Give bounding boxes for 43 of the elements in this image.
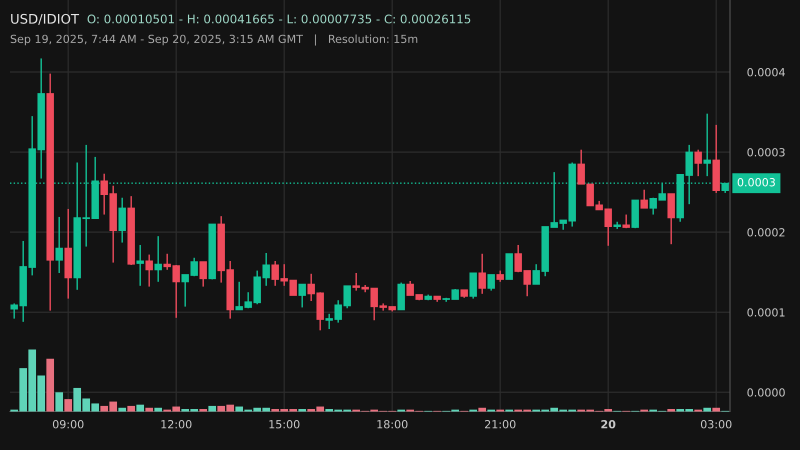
x-tick-label: 20 xyxy=(601,420,616,428)
bar xyxy=(64,399,72,412)
ref-line-label: 0.0003 xyxy=(738,178,775,186)
candlestick xyxy=(640,189,648,209)
bar xyxy=(208,406,216,412)
bar xyxy=(55,392,64,412)
candlestick xyxy=(136,244,144,287)
x-tick-label: 15:00 xyxy=(269,420,300,428)
candlestick xyxy=(154,235,162,282)
bar xyxy=(703,408,712,412)
candlestick xyxy=(118,197,126,244)
x-tick-label: 12:00 xyxy=(161,420,192,428)
candlestick xyxy=(703,112,711,177)
candlestick xyxy=(694,149,702,177)
y-tick-label: 0.0004 xyxy=(747,68,785,76)
candlestick xyxy=(199,261,207,288)
bar xyxy=(478,408,486,412)
candlestick xyxy=(478,253,486,295)
candlestick xyxy=(55,216,63,274)
candlestick xyxy=(622,214,630,229)
bar xyxy=(127,406,136,412)
text: Sep 19, 2025, 7:44 AM - Sep 20, 2025, 3:15 AM GMT | Resolution: 15m xyxy=(10,34,418,46)
x-tick-label: 03:00 xyxy=(700,420,732,428)
y-tick-label: 0.0000 xyxy=(747,388,785,397)
candlestick xyxy=(496,270,504,282)
bar xyxy=(154,408,162,412)
x-tick-label: 09:00 xyxy=(52,420,84,428)
y-tick-label: 0.0002 xyxy=(747,228,784,237)
bar xyxy=(712,408,720,412)
candlestick xyxy=(145,254,153,288)
y-tick-label: 0.0001 xyxy=(747,308,785,317)
annotation: O: 0.00010501 - H: 0.00041665 - L: 0.00007735 - C: 0.00026115 xyxy=(88,14,470,24)
text: USD/IDIOT xyxy=(11,14,80,25)
y-tick-label: 0.0003 xyxy=(747,148,785,156)
candlestick xyxy=(298,284,306,308)
x-tick-label: 18:00 xyxy=(377,420,408,428)
bar xyxy=(46,358,54,412)
candlestick xyxy=(469,272,477,300)
bar xyxy=(118,408,126,412)
bar xyxy=(136,404,144,412)
bar xyxy=(145,408,154,412)
candlestick xyxy=(487,274,495,292)
x-tick-label: 21:00 xyxy=(485,420,516,428)
